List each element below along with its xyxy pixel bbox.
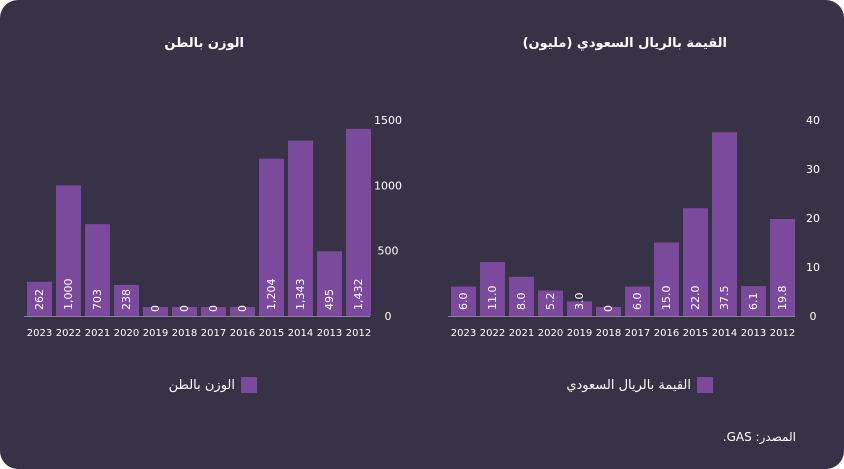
y-tick-label-weight: 0 xyxy=(385,310,392,323)
bar-weight-2016 xyxy=(230,307,255,316)
bar-value-2020 xyxy=(538,290,563,316)
bar-value-2015 xyxy=(683,208,708,316)
y-tick-label-weight: 1500 xyxy=(374,114,402,127)
data-label-weight: 0 xyxy=(207,305,220,312)
data-label-weight: 262 xyxy=(33,289,46,310)
data-label-weight: 703 xyxy=(91,289,104,310)
x-tick-label-value: 2016 xyxy=(654,328,679,339)
x-tick-label-weight: 2021 xyxy=(85,328,110,339)
data-label-value: 8.0 xyxy=(515,293,528,311)
bar-weight-2015 xyxy=(259,158,284,316)
bar-value-2012 xyxy=(770,218,795,316)
x-tick-label-value: 2019 xyxy=(567,328,592,339)
data-label-weight: 0 xyxy=(178,305,191,312)
legend-label-weight: الوزن بالطن xyxy=(168,377,235,393)
data-label-value: 37.5 xyxy=(718,286,731,311)
bar-weight-2017 xyxy=(201,307,226,316)
x-tick-label-value: 2017 xyxy=(625,328,650,339)
x-tick-label-weight: 2019 xyxy=(143,328,168,339)
bar-value-2018 xyxy=(596,307,621,316)
bar-weight-2014 xyxy=(288,140,313,316)
data-label-value: 6.0 xyxy=(457,293,470,311)
legend-swatch-value xyxy=(697,377,713,393)
x-tick-label-value: 2012 xyxy=(770,328,795,339)
x-tick-label-value: 2013 xyxy=(741,328,766,339)
legend-label-value: القيمة بالريال السعودي xyxy=(566,377,691,393)
y-tick-label-weight: 1000 xyxy=(374,179,402,192)
bar-value-2019 xyxy=(567,301,592,316)
x-tick-label-weight: 2017 xyxy=(201,328,226,339)
bar-value-2023 xyxy=(451,286,476,316)
data-label-value: 6.1 xyxy=(747,293,760,311)
bar-weight-2021 xyxy=(85,224,110,316)
bar-weight-2022 xyxy=(56,185,81,316)
x-tick-label-value: 2021 xyxy=(509,328,534,339)
bar-value-2022 xyxy=(480,262,505,316)
chart-title-weight: الوزن بالطن xyxy=(164,36,244,51)
data-label-weight: 238 xyxy=(120,289,133,310)
data-label-value: 6.0 xyxy=(631,293,644,311)
x-tick-label-weight: 2014 xyxy=(288,328,313,339)
bar-value-2013 xyxy=(741,286,766,316)
x-tick-label-value: 2020 xyxy=(538,328,563,339)
x-tick-label-weight: 2022 xyxy=(56,328,81,339)
bar-weight-2020 xyxy=(114,284,139,316)
data-label-weight: 1,432 xyxy=(352,279,365,311)
data-label-value: 5.2 xyxy=(544,293,557,311)
bar-weight-2013 xyxy=(317,251,342,316)
bar-value-2021 xyxy=(509,276,534,316)
legend-weight: الوزن بالطن xyxy=(169,376,257,394)
y-tick-label-value: 30 xyxy=(806,163,820,176)
data-label-weight: 0 xyxy=(236,305,249,312)
data-label-weight: 1,204 xyxy=(265,279,278,311)
x-tick-label-weight: 2023 xyxy=(27,328,52,339)
data-label-value: 0 xyxy=(602,305,615,312)
data-label-value: 22.0 xyxy=(689,286,702,311)
x-tick-label-weight: 2013 xyxy=(317,328,342,339)
y-tick-label-value: 10 xyxy=(806,261,820,274)
data-label-value: 3.0 xyxy=(573,293,586,311)
y-tick-label-weight: 500 xyxy=(378,245,399,258)
chart-title-value: القيمة بالريال السعودي (مليون) xyxy=(522,36,727,51)
x-tick-label-value: 2023 xyxy=(451,328,476,339)
bar-weight-2023 xyxy=(27,281,52,316)
y-tick-label-value: 40 xyxy=(806,114,820,127)
data-label-value: 15.0 xyxy=(660,286,673,311)
data-label-weight: 0 xyxy=(149,305,162,312)
legend-value: القيمة بالريال السعودي xyxy=(566,376,713,394)
y-tick-label-value: 0 xyxy=(810,310,817,323)
bar-weight-2019 xyxy=(143,307,168,316)
y-tick-label-value: 20 xyxy=(806,212,820,225)
bar-value-2014 xyxy=(712,132,737,316)
x-tick-label-weight: 2015 xyxy=(259,328,284,339)
legend-swatch-weight xyxy=(241,377,257,393)
bar-weight-2018 xyxy=(172,307,197,316)
x-tick-label-value: 2014 xyxy=(712,328,737,339)
x-tick-label-value: 2018 xyxy=(596,328,621,339)
data-label-value: 19.8 xyxy=(776,286,789,311)
x-tick-label-weight: 2018 xyxy=(172,328,197,339)
x-tick-label-weight: 2012 xyxy=(346,328,371,339)
x-tick-label-value: 2015 xyxy=(683,328,708,339)
bar-weight-2012 xyxy=(346,128,371,316)
data-label-weight: 1,343 xyxy=(294,279,307,311)
data-label-weight: 495 xyxy=(323,289,336,310)
data-label-value: 11.0 xyxy=(486,286,499,311)
x-tick-label-weight: 2016 xyxy=(230,328,255,339)
source-note: المصدر: GAS. xyxy=(722,430,796,444)
bar-value-2017 xyxy=(625,286,650,316)
bar-value-2016 xyxy=(654,242,679,316)
x-tick-label-value: 2022 xyxy=(480,328,505,339)
data-label-weight: 1,000 xyxy=(62,279,75,311)
x-tick-label-weight: 2020 xyxy=(114,328,139,339)
